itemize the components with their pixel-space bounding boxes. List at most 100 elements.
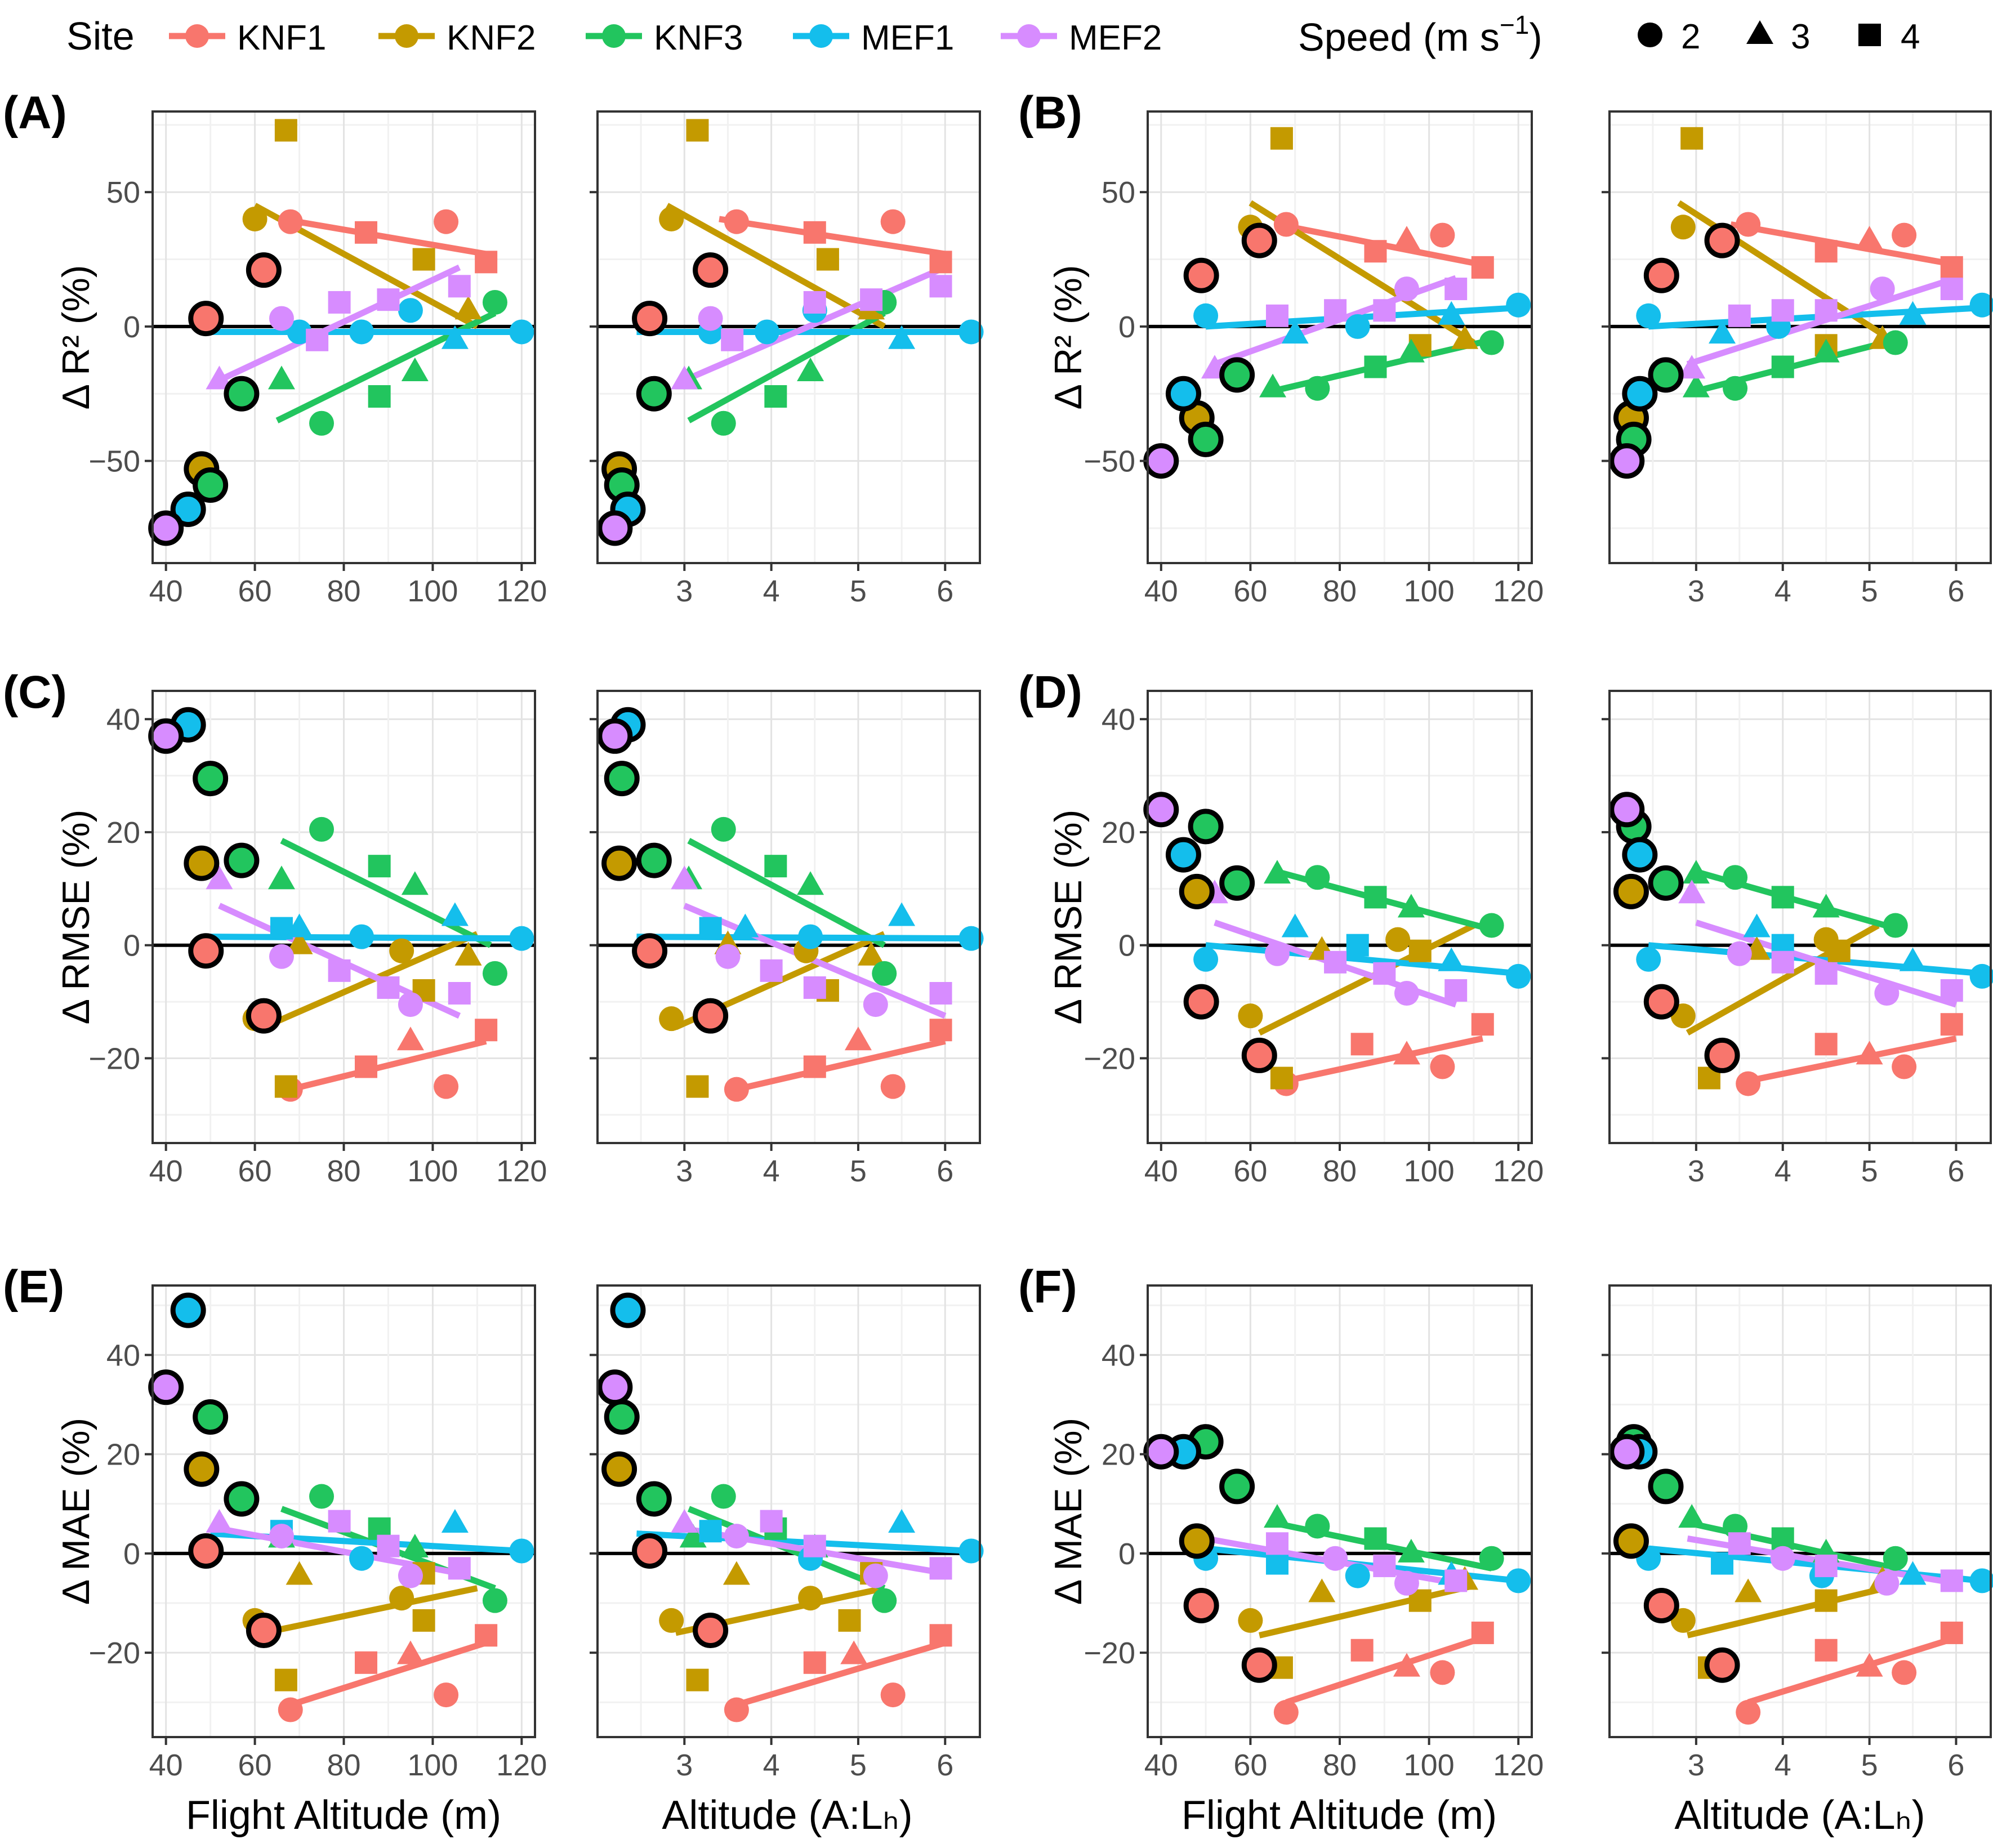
trend-line-knf2 xyxy=(1258,922,1475,1036)
data-point-knf3 xyxy=(1219,865,1255,901)
data-point-knf2 xyxy=(816,248,839,271)
data-point-knf3 xyxy=(1682,373,1710,398)
data-point-mef1 xyxy=(1345,314,1370,339)
x-tick-label: 4 xyxy=(763,1154,780,1188)
x-tick-label: 5 xyxy=(1861,1748,1878,1782)
data-point-knf1 xyxy=(1892,1660,1917,1685)
data-point-knf3 xyxy=(401,358,429,382)
data-point-knf1 xyxy=(1241,1647,1277,1683)
data-point-knf1 xyxy=(693,252,729,288)
x-tick-label: 4 xyxy=(763,1748,780,1782)
data-point-mef2 xyxy=(1324,950,1347,974)
data-point-mef1 xyxy=(441,325,469,349)
plot-border xyxy=(596,110,981,564)
plot-border xyxy=(596,1284,981,1738)
data-point-knf2 xyxy=(1814,1589,1838,1612)
data-point-knf2 xyxy=(1613,1523,1649,1559)
data-point-knf1 xyxy=(929,251,952,274)
data-point-mef2 xyxy=(1814,1554,1838,1577)
x-tick-label: 80 xyxy=(1323,1154,1357,1188)
y-tick-label: 0 xyxy=(123,310,140,344)
data-point-mef1 xyxy=(958,926,984,951)
data-point-knf3 xyxy=(1364,886,1387,909)
data-point-knf2 xyxy=(184,1451,220,1487)
y-tick-label: −20 xyxy=(1084,1636,1135,1670)
trend-line-knf1 xyxy=(289,1640,487,1708)
data-point-knf3 xyxy=(309,1484,335,1509)
x-tick-label: 6 xyxy=(937,574,953,608)
data-point-mef2 xyxy=(1394,981,1419,1006)
data-point-mef1 xyxy=(1165,376,1201,412)
data-point-mef2 xyxy=(1940,979,1963,1002)
panel-label: (F) xyxy=(1018,1261,1077,1313)
x-axis-title-altitude-ratio: Altitude (A:Lₕ) xyxy=(662,1793,912,1838)
data-point-mef2 xyxy=(1444,278,1468,301)
data-point-knf2 xyxy=(1238,1608,1263,1633)
data-point-knf2 xyxy=(286,1561,313,1585)
x-tick-label: 100 xyxy=(407,1748,458,1782)
x-tick-label: 100 xyxy=(407,574,458,608)
y-axis-title: Δ RMSE (%) xyxy=(1047,810,1090,1025)
data-point-mef1 xyxy=(287,319,312,345)
legend-speed-shape-4 xyxy=(1858,24,1881,46)
data-point-mef1 xyxy=(1346,934,1369,957)
data-point-knf2 xyxy=(286,930,313,954)
data-point-knf1 xyxy=(1364,240,1387,263)
data-point-mef2 xyxy=(1874,981,1900,1006)
data-point-mef2 xyxy=(671,865,698,890)
plot-border xyxy=(1608,110,1992,564)
legend-site-knf2: KNF2 xyxy=(447,19,536,57)
data-point-mef2 xyxy=(1394,1570,1419,1596)
trend-line-knf1 xyxy=(1747,1035,1957,1084)
legend-speed-label-2: 2 xyxy=(1681,17,1700,56)
data-point-knf3 xyxy=(711,410,736,436)
data-point-knf2 xyxy=(1670,1608,1696,1633)
y-tick-label: −50 xyxy=(1084,445,1135,479)
data-point-mef2 xyxy=(269,1524,294,1549)
subplot-altitude-ratio: 3 4 5 6 xyxy=(590,110,984,608)
data-point-knf3 xyxy=(872,1588,897,1613)
y-tick-label: −20 xyxy=(88,1042,140,1075)
data-point-knf1 xyxy=(929,1019,952,1042)
data-point-mef2 xyxy=(1771,299,1794,322)
data-point-knf3 xyxy=(193,467,229,503)
data-point-knf1 xyxy=(1471,256,1494,279)
data-point-knf1 xyxy=(1430,1660,1455,1685)
x-tick-label: 4 xyxy=(763,574,780,608)
trend-line-knf1 xyxy=(735,1640,946,1708)
data-point-knf3 xyxy=(604,1399,640,1435)
data-point-knf3 xyxy=(309,410,335,436)
data-point-knf1 xyxy=(929,1624,952,1647)
data-point-knf2 xyxy=(1680,127,1704,150)
data-point-knf3 xyxy=(1648,357,1684,393)
data-point-knf3 xyxy=(267,365,295,390)
subplot-altitude-ratio: 3 4 5 6 xyxy=(1602,690,1993,1188)
data-point-knf2 xyxy=(1670,215,1696,240)
subplot-altitude-ratio: 3 4 5 6 xyxy=(590,690,984,1188)
data-point-knf2 xyxy=(274,1075,297,1098)
data-point-knf3 xyxy=(1812,894,1840,918)
data-point-knf1 xyxy=(844,1026,872,1051)
data-point-mef2 xyxy=(269,306,294,331)
data-point-mef1 xyxy=(888,1508,916,1533)
data-point-knf3 xyxy=(1648,865,1684,901)
legend-site-mef1: MEF1 xyxy=(861,19,954,57)
data-point-knf3 xyxy=(1682,860,1710,884)
data-point-knf3 xyxy=(636,842,672,878)
data-point-mef1 xyxy=(509,926,534,951)
panel-label: (E) xyxy=(3,1261,64,1313)
data-point-knf1 xyxy=(1856,226,1883,250)
data-point-mef2 xyxy=(1678,880,1706,904)
x-tick-label: 60 xyxy=(238,1154,272,1188)
x-tick-label: 3 xyxy=(676,574,693,608)
data-point-mef2 xyxy=(1394,276,1419,302)
data-point-knf3 xyxy=(401,871,429,895)
legend-site-knf1: KNF1 xyxy=(237,19,326,57)
data-point-knf2 xyxy=(659,206,684,231)
data-point-knf2 xyxy=(184,845,220,881)
panel-d: (D) Δ RMSE (%) 40 60 80 100 120 −20 0 20 40 3 4 5 6 xyxy=(1018,667,1993,1188)
data-point-knf2 xyxy=(389,938,414,963)
data-point-knf1 xyxy=(880,209,906,234)
data-point-mef2 xyxy=(1728,304,1751,327)
data-point-knf1 xyxy=(1430,222,1455,248)
